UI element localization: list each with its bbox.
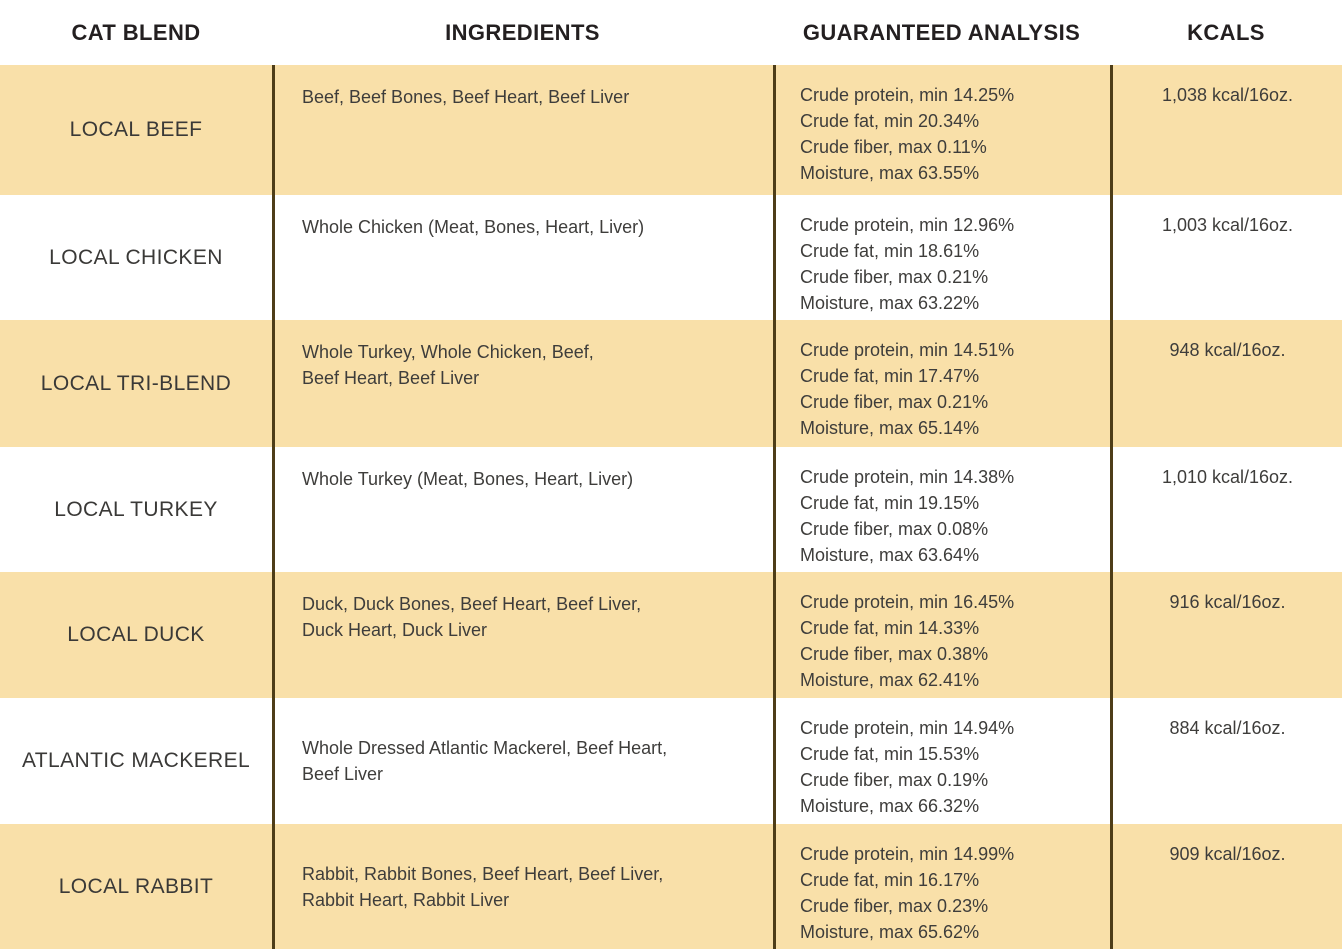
kcal-cell: 909 kcal/16oz.: [1110, 824, 1342, 949]
kcal-cell: 1,038 kcal/16oz.: [1110, 65, 1342, 195]
blend-name: ATLANTIC MACKEREL: [21, 749, 251, 772]
table-row-local-duck: LOCAL DUCK Duck, Duck Bones, Beef Heart,…: [0, 572, 1342, 698]
ingredients-cell: Beef, Beef Bones, Beef Heart, Beef Liver: [272, 65, 773, 195]
table-row-local-beef: LOCAL BEEF Beef, Beef Bones, Beef Heart,…: [0, 65, 1342, 195]
ingredients-cell: Rabbit, Rabbit Bones, Beef Heart, Beef L…: [272, 824, 773, 949]
table-row-local-tri-blend: LOCAL TRI-BLEND Whole Turkey, Whole Chic…: [0, 320, 1342, 447]
table-row-local-turkey: LOCAL TURKEY Whole Turkey (Meat, Bones, …: [0, 447, 1342, 572]
blend-name: LOCAL TURKEY: [54, 497, 218, 521]
ingredients-text: Rabbit, Rabbit Bones, Beef Heart, Beef L…: [302, 863, 664, 910]
blend-name: LOCAL CHICKEN: [49, 245, 223, 269]
ingredients-cell: Whole Chicken (Meat, Bones, Heart, Liver…: [272, 195, 773, 320]
table-header-row: CAT BLEND INGREDIENTS GUARANTEED ANALYSI…: [0, 0, 1342, 65]
blend-name: LOCAL RABBIT: [58, 874, 214, 898]
analysis-cell: Crude protein, min 14.94% Crude fat, min…: [773, 698, 1110, 824]
table-row-atlantic-mackerel: ATLANTIC MACKEREL Whole Dressed Atlantic…: [0, 698, 1342, 824]
kcal-cell: 1,003 kcal/16oz.: [1110, 195, 1342, 320]
analysis-cell: Crude protein, min 16.45% Crude fat, min…: [773, 572, 1110, 698]
analysis-cell: Crude protein, min 14.25% Crude fat, min…: [773, 65, 1110, 195]
ingredients-cell: Whole Turkey, Whole Chicken, Beef, Beef …: [272, 320, 773, 447]
analysis-cell: Crude protein, min 12.96% Crude fat, min…: [773, 195, 1110, 320]
analysis-cell: Crude protein, min 14.51% Crude fat, min…: [773, 320, 1110, 447]
header-guaranteed-analysis: GUARANTEED ANALYSIS: [802, 19, 1081, 45]
kcal-cell: 948 kcal/16oz.: [1110, 320, 1342, 447]
blend-name: LOCAL DUCK: [67, 623, 205, 646]
table-row-local-chicken: LOCAL CHICKEN Whole Chicken (Meat, Bones…: [0, 195, 1342, 320]
analysis-cell: Crude protein, min 14.38% Crude fat, min…: [773, 447, 1110, 572]
header-kcals: KCALS: [1187, 19, 1265, 45]
header-cat-blend: CAT BLEND: [71, 19, 201, 45]
kcal-cell: 916 kcal/16oz.: [1110, 572, 1342, 698]
kcal-cell: 884 kcal/16oz.: [1110, 698, 1342, 824]
header-ingredients: INGREDIENTS: [445, 19, 600, 45]
ingredients-cell: Whole Turkey (Meat, Bones, Heart, Liver): [272, 447, 773, 572]
ingredients-text: Whole Dressed Atlantic Mackerel, Beef He…: [302, 738, 668, 784]
ingredients-cell: Whole Dressed Atlantic Mackerel, Beef He…: [272, 698, 773, 824]
blend-name: LOCAL BEEF: [69, 118, 203, 141]
kcal-cell: 1,010 kcal/16oz.: [1110, 447, 1342, 572]
table-row-local-rabbit: LOCAL RABBIT Rabbit, Rabbit Bones, Beef …: [0, 824, 1342, 949]
ingredients-cell: Duck, Duck Bones, Beef Heart, Beef Liver…: [272, 572, 773, 698]
blend-name: LOCAL TRI-BLEND: [40, 371, 232, 395]
analysis-cell: Crude protein, min 14.99% Crude fat, min…: [773, 824, 1110, 949]
